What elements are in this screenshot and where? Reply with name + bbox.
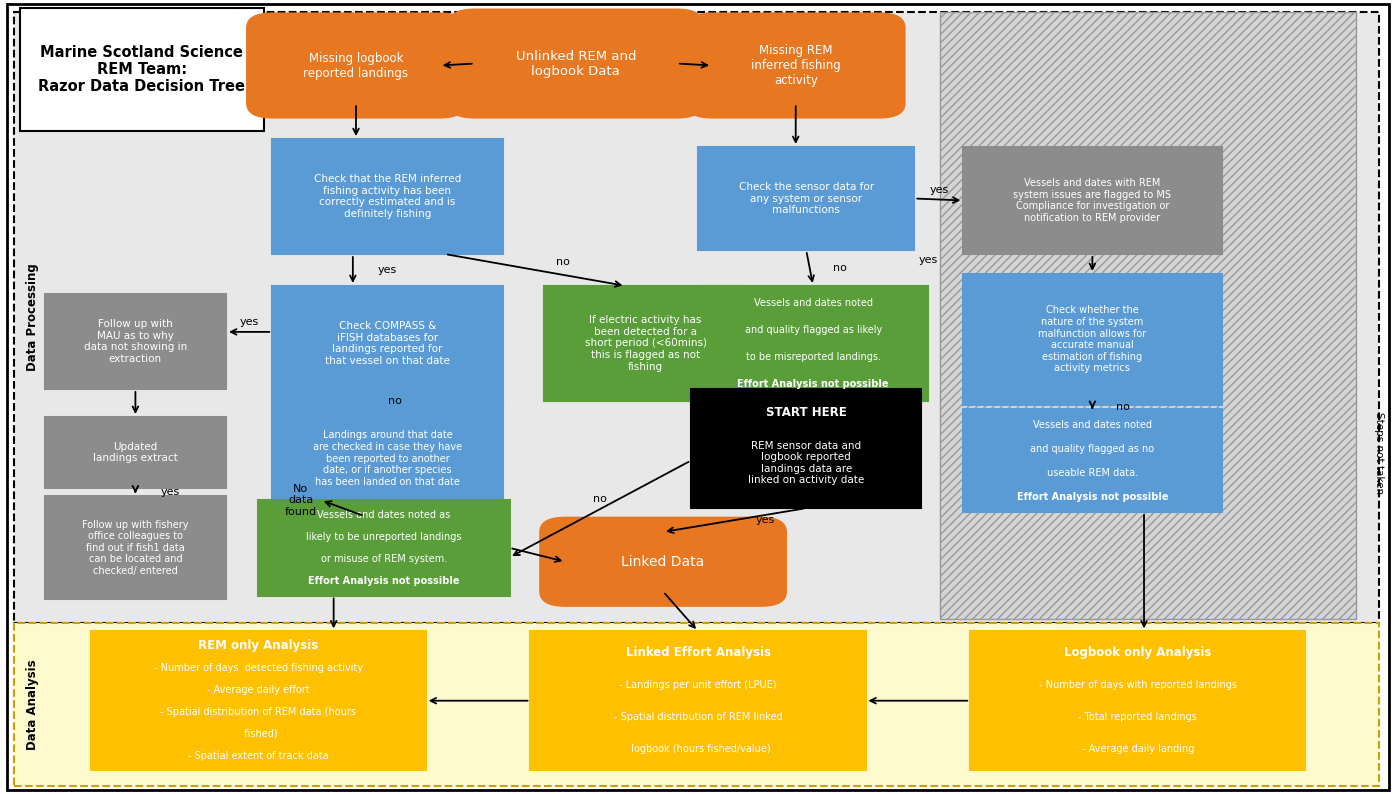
Text: likely to be unreported landings: likely to be unreported landings [306,532,462,542]
FancyBboxPatch shape [45,294,226,389]
Text: Check the sensor data for
any system or sensor
malfunctions: Check the sensor data for any system or … [738,182,874,215]
FancyBboxPatch shape [940,12,1356,619]
Text: Vessels and dates noted as: Vessels and dates noted as [317,510,451,519]
Text: If electric activity has
been detected for a
short period (<60mins)
this is flag: If electric activity has been detected f… [585,315,706,372]
Text: Linked Data: Linked Data [621,555,705,569]
FancyBboxPatch shape [691,389,921,508]
Text: yes: yes [161,488,180,497]
Text: - Landings per unit effort (LPUE): - Landings per unit effort (LPUE) [620,680,776,689]
Text: Vessels and dates noted: Vessels and dates noted [754,299,872,308]
Text: No
data
found: No data found [285,484,317,517]
Text: Logbook only Analysis: Logbook only Analysis [1064,646,1212,659]
Text: Unlinked REM and
logbook Data: Unlinked REM and logbook Data [515,49,637,78]
Text: yes: yes [240,318,258,327]
Text: Check that the REM inferred
fishing activity has been
correctly estimated and is: Check that the REM inferred fishing acti… [314,174,461,219]
Text: Updated
landings extract: Updated landings extract [94,441,177,464]
FancyBboxPatch shape [91,631,426,770]
Text: no: no [593,495,607,504]
Text: Effort Analysis not possible: Effort Analysis not possible [1016,491,1168,502]
Text: or misuse of REM system.: or misuse of REM system. [321,554,447,564]
Text: - Number of days with reported landings: - Number of days with reported landings [1039,680,1237,689]
FancyBboxPatch shape [544,286,747,401]
Text: - Average daily landing: - Average daily landing [1082,744,1194,754]
Text: yes: yes [378,265,398,275]
FancyBboxPatch shape [963,274,1222,405]
Text: Steps not taken: Steps not taken [1374,411,1385,494]
FancyBboxPatch shape [540,518,786,606]
Text: useable REM data.: useable REM data. [1047,468,1138,477]
Text: logbook (hours fished/value): logbook (hours fished/value) [625,744,771,754]
Text: - Spatial distribution of REM data (hours: - Spatial distribution of REM data (hour… [161,707,356,717]
FancyBboxPatch shape [687,13,905,118]
FancyBboxPatch shape [970,631,1305,770]
FancyBboxPatch shape [450,10,702,118]
Text: fished): fished) [239,729,278,738]
Text: - Number of days  detected fishing activity: - Number of days detected fishing activi… [154,663,363,673]
Text: REM only Analysis: REM only Analysis [198,639,318,652]
Text: no: no [1117,402,1129,412]
Text: Missing logbook
reported landings: Missing logbook reported landings [303,52,409,79]
FancyBboxPatch shape [698,147,914,250]
Text: Data Processing: Data Processing [25,264,39,372]
FancyBboxPatch shape [14,623,1379,786]
FancyBboxPatch shape [45,417,226,488]
Text: Missing REM
inferred fishing
activity: Missing REM inferred fishing activity [751,44,840,87]
Text: START HERE: START HERE [766,407,846,419]
Text: Effort Analysis not possible: Effort Analysis not possible [737,379,889,388]
Text: and quality flagged as no: and quality flagged as no [1030,444,1154,453]
FancyBboxPatch shape [247,13,465,118]
Text: yes: yes [755,515,775,525]
FancyBboxPatch shape [963,409,1222,512]
FancyBboxPatch shape [45,496,226,599]
Text: Data Analysis: Data Analysis [25,660,39,750]
Text: yes: yes [919,255,938,264]
Text: no: no [833,263,847,273]
Text: Check whether the
nature of the system
malfunction allows for
accurate manual
es: Check whether the nature of the system m… [1039,306,1146,373]
Text: Vessels and dates noted: Vessels and dates noted [1033,419,1152,430]
Text: - Spatial distribution of REM linked: - Spatial distribution of REM linked [614,712,782,722]
Text: Check COMPASS &
iFISH databases for
landings reported for
that vessel on that da: Check COMPASS & iFISH databases for land… [325,321,450,366]
FancyBboxPatch shape [7,4,1389,790]
Text: Follow up with fishery
office colleagues to
find out if fish1 data
can be locate: Follow up with fishery office colleagues… [82,519,188,576]
Text: - Average daily effort: - Average daily effort [207,684,310,695]
Text: Effort Analysis not possible: Effort Analysis not possible [309,576,459,586]
Text: - Total reported landings: - Total reported landings [1078,712,1198,722]
FancyBboxPatch shape [14,12,1379,623]
FancyBboxPatch shape [272,139,503,254]
Text: and quality flagged as likely: and quality flagged as likely [744,325,882,335]
FancyBboxPatch shape [258,500,510,596]
Text: - Spatial extent of track data: - Spatial extent of track data [188,751,328,761]
Text: no: no [388,396,402,406]
Text: Marine Scotland Science
REM Team:
Razor Data Decision Tree: Marine Scotland Science REM Team: Razor … [38,44,246,94]
Text: Landings around that date
are checked in case they have
been reported to another: Landings around that date are checked in… [313,430,462,487]
Text: to be misreported landings.: to be misreported landings. [745,352,881,362]
FancyBboxPatch shape [272,401,503,516]
Text: Vessels and dates with REM
system issues are flagged to MS
Compliance for invest: Vessels and dates with REM system issues… [1013,178,1171,223]
FancyBboxPatch shape [698,286,928,401]
Text: REM sensor data and
logbook reported
landings data are
linked on activity date: REM sensor data and logbook reported lan… [748,441,864,485]
FancyBboxPatch shape [272,286,503,401]
FancyBboxPatch shape [20,8,264,131]
FancyBboxPatch shape [963,147,1222,254]
FancyBboxPatch shape [530,631,866,770]
Text: yes: yes [930,185,948,195]
Text: Follow up with
MAU as to why
data not showing in
extraction: Follow up with MAU as to why data not sh… [84,319,187,364]
Text: no: no [556,257,570,267]
Text: Linked Effort Analysis: Linked Effort Analysis [625,646,771,659]
